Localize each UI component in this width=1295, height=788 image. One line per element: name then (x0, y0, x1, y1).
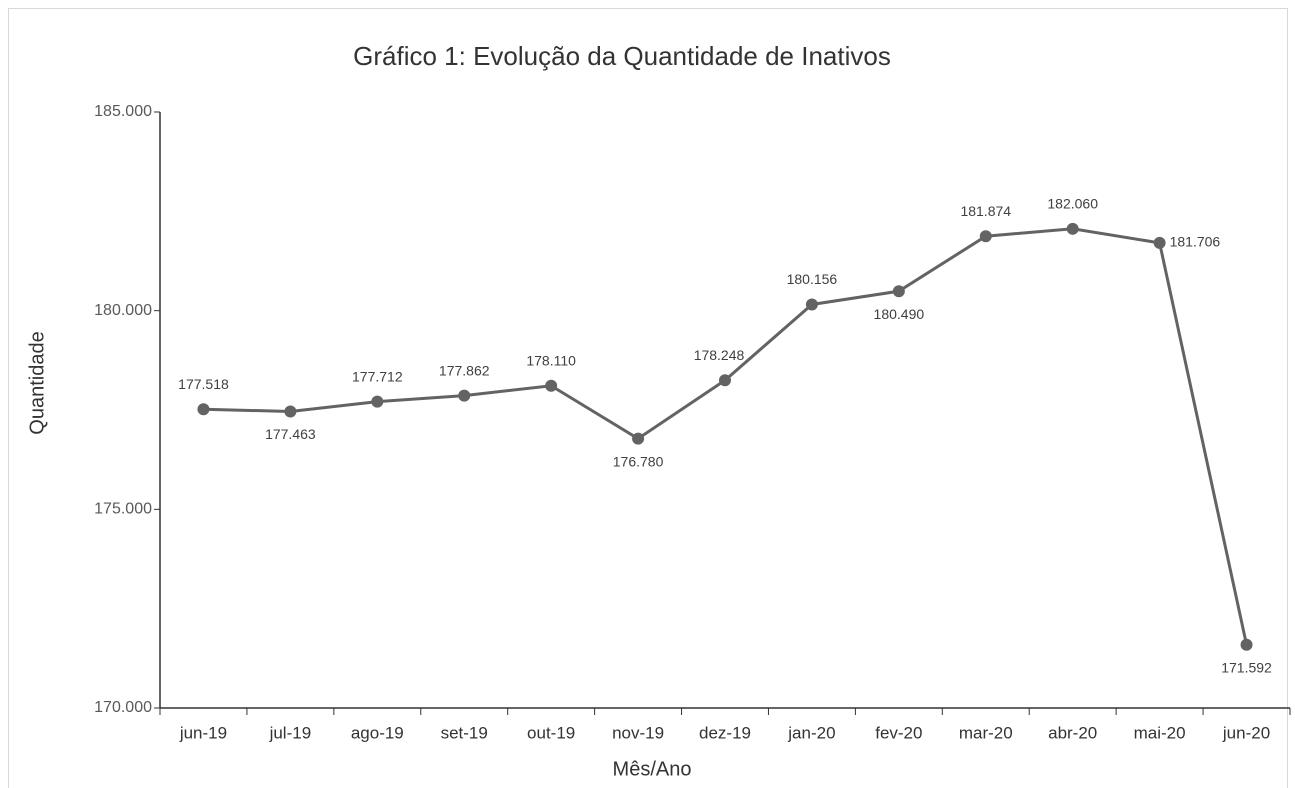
marker (1153, 236, 1166, 249)
data-label: 177.712 (352, 368, 403, 384)
x-tick-label: fev-20 (875, 723, 922, 742)
marker (197, 403, 210, 416)
marker (371, 395, 384, 408)
data-label: 177.463 (265, 426, 316, 442)
data-label: 180.156 (787, 271, 838, 287)
marker (979, 230, 992, 243)
data-label: 171.592 (1221, 659, 1272, 675)
marker (719, 374, 731, 387)
x-tick-label: jun-20 (1222, 723, 1270, 742)
marker (632, 432, 645, 445)
x-tick-label: ago-19 (351, 723, 404, 742)
marker (892, 285, 905, 298)
x-tick-label: set-19 (441, 723, 488, 742)
x-tick-label: mai-20 (1134, 723, 1186, 742)
marker (1240, 638, 1253, 651)
x-tick-label: dez-19 (699, 723, 751, 742)
x-tick-label: mar-20 (959, 723, 1013, 742)
x-axis-title: Mês/Ano (613, 758, 692, 780)
data-label: 181.706 (1170, 234, 1221, 250)
data-label: 178.248 (694, 347, 745, 363)
data-label: 177.518 (178, 376, 229, 392)
y-tick-label: 180.000 (94, 302, 152, 319)
marker (284, 405, 297, 418)
data-label: 176.780 (613, 453, 664, 469)
x-tick-label: nov-19 (612, 723, 664, 742)
chart-title: Gráfico 1: Evolução da Quantidade de Ina… (353, 41, 891, 71)
marker (458, 389, 471, 402)
x-tick-label: jun-19 (179, 723, 227, 742)
x-tick-label: jan-20 (787, 723, 835, 742)
x-tick-label: abr-20 (1048, 723, 1097, 742)
y-tick-label: 185.000 (94, 103, 152, 120)
y-axis-title: Quantidade (26, 331, 48, 434)
marker (1066, 222, 1079, 235)
data-label: 180.490 (874, 306, 925, 322)
y-tick-label: 170.000 (94, 699, 152, 716)
y-tick-label: 175.000 (94, 501, 152, 518)
data-label: 182.060 (1047, 196, 1098, 212)
data-label: 181.874 (960, 203, 1011, 219)
data-label: 177.862 (439, 362, 490, 378)
x-tick-label: jul-19 (269, 723, 312, 742)
marker (805, 298, 818, 311)
data-label: 178.110 (526, 352, 576, 368)
x-tick-label: out-19 (527, 723, 575, 742)
marker (545, 379, 558, 392)
chart-frame (8, 8, 1288, 788)
